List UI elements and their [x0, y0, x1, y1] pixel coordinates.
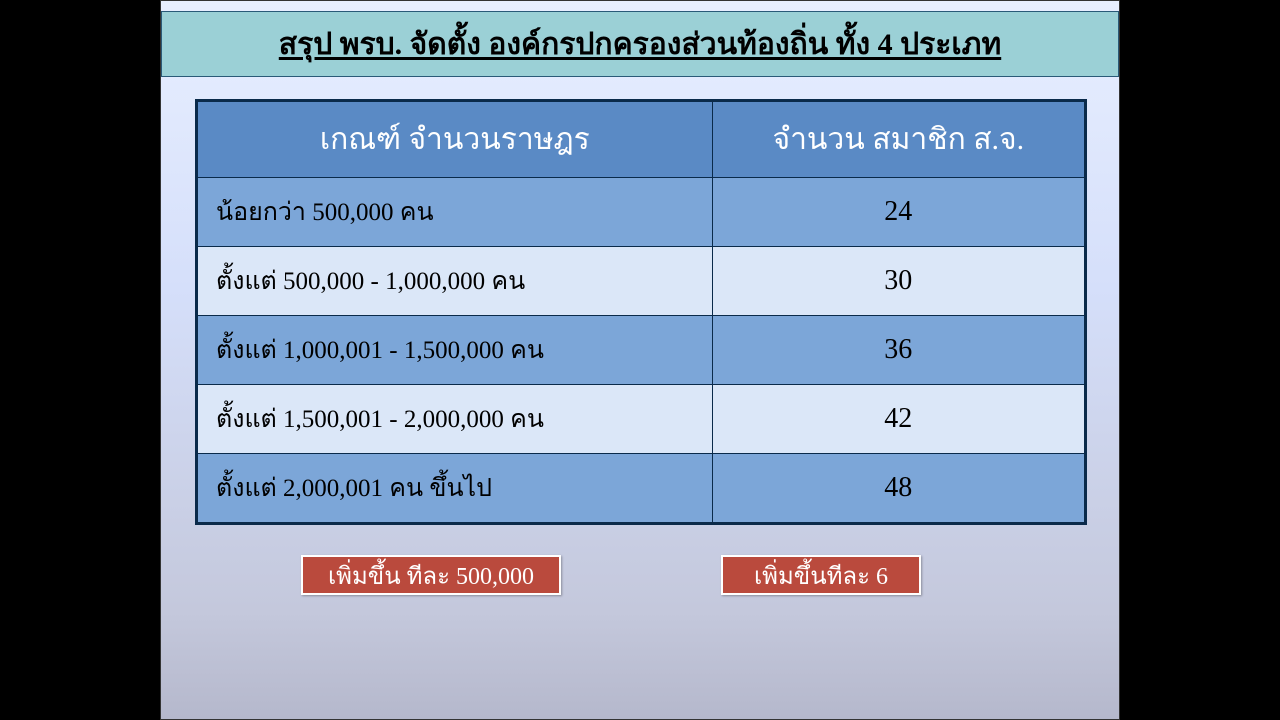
population-table: เกณฑ์ จำนวนราษฎร จำนวน สมาชิก ส.จ. น้อยก…	[195, 99, 1087, 525]
table-row: ตั้งแต่ 1,000,001 - 1,500,000 คน 36	[197, 316, 1086, 385]
cell-members: 24	[712, 178, 1085, 247]
cell-members: 48	[712, 454, 1085, 524]
cell-criteria: ตั้งแต่ 2,000,001 คน ขึ้นไป	[197, 454, 713, 524]
table-row: ตั้งแต่ 2,000,001 คน ขึ้นไป 48	[197, 454, 1086, 524]
table-row: ตั้งแต่ 1,500,001 - 2,000,000 คน 42	[197, 385, 1086, 454]
callout-left: เพิ่มขึ้น ทีละ 500,000	[301, 555, 561, 595]
cell-members: 36	[712, 316, 1085, 385]
cell-criteria: ตั้งแต่ 1,500,001 - 2,000,000 คน	[197, 385, 713, 454]
cell-members: 42	[712, 385, 1085, 454]
table-header-row: เกณฑ์ จำนวนราษฎร จำนวน สมาชิก ส.จ.	[197, 101, 1086, 178]
page-title: สรุป พรบ. จัดตั้ง องค์กรปกครองส่วนท้องถิ…	[279, 21, 1001, 68]
col-header-criteria: เกณฑ์ จำนวนราษฎร	[197, 101, 713, 178]
header-band: สรุป พรบ. จัดตั้ง องค์กรปกครองส่วนท้องถิ…	[161, 11, 1119, 77]
slide: สรุป พรบ. จัดตั้ง องค์กรปกครองส่วนท้องถิ…	[160, 0, 1120, 720]
cell-criteria: ตั้งแต่ 1,000,001 - 1,500,000 คน	[197, 316, 713, 385]
col-header-members: จำนวน สมาชิก ส.จ.	[712, 101, 1085, 178]
table-row: ตั้งแต่ 500,000 - 1,000,000 คน 30	[197, 247, 1086, 316]
table-row: น้อยกว่า 500,000 คน 24	[197, 178, 1086, 247]
cell-criteria: ตั้งแต่ 500,000 - 1,000,000 คน	[197, 247, 713, 316]
callout-right: เพิ่มขึ้นทีละ 6	[721, 555, 921, 595]
cell-criteria: น้อยกว่า 500,000 คน	[197, 178, 713, 247]
cell-members: 30	[712, 247, 1085, 316]
